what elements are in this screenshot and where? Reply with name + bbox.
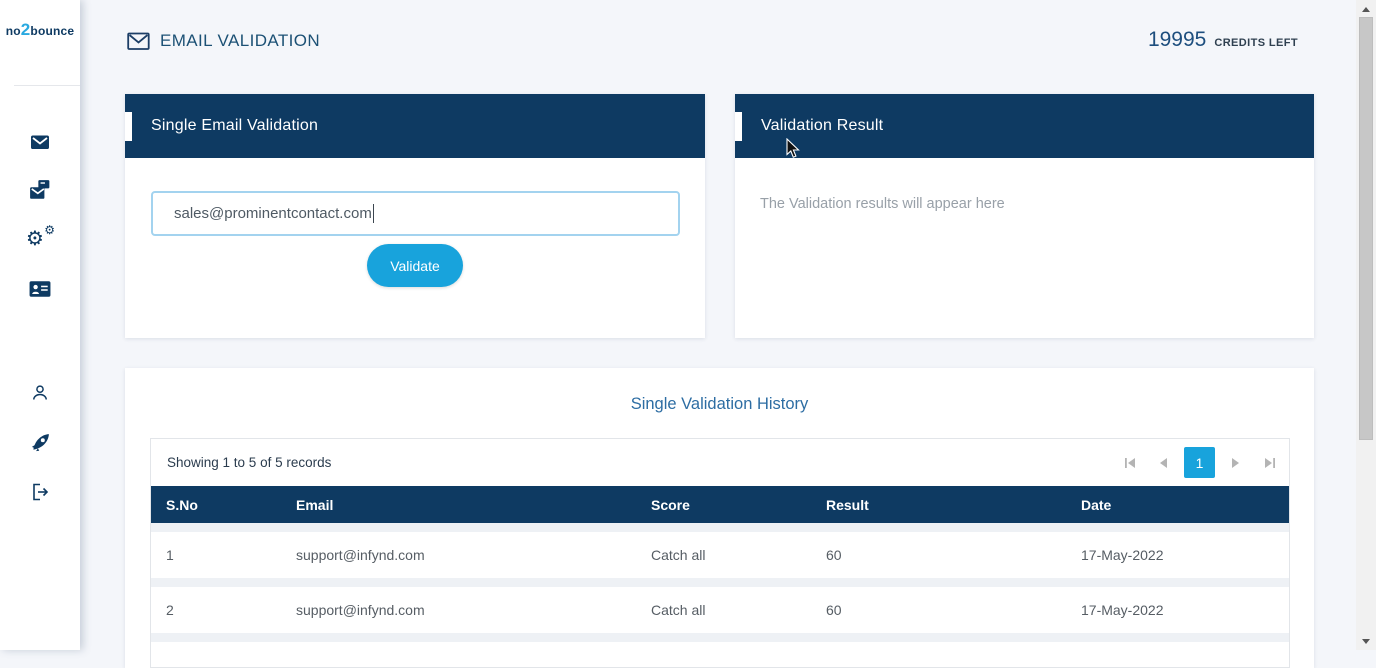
last-page-icon	[1264, 457, 1275, 468]
cell-sno: 1	[166, 547, 174, 563]
column-header-result: Result	[826, 496, 869, 513]
email-validation-icon	[29, 132, 51, 152]
cell-score: Catch all	[651, 547, 706, 563]
previous-page-icon	[1160, 457, 1167, 468]
current-page-button[interactable]: 1	[1184, 447, 1215, 478]
previous-page-button[interactable]	[1151, 451, 1175, 475]
last-page-button[interactable]	[1257, 451, 1281, 475]
sidebar-item-upgrade[interactable]	[0, 425, 80, 459]
next-page-button[interactable]	[1224, 451, 1248, 475]
bulk-validation-icon	[29, 179, 51, 201]
history-title: Single Validation History	[630, 395, 809, 413]
sidebar-item-logout[interactable]	[0, 475, 80, 509]
cell-result: 60	[826, 547, 842, 563]
cell-sno: 2	[166, 602, 174, 618]
vertical-scrollbar[interactable]	[1356, 0, 1376, 650]
arrow-up-icon	[1362, 6, 1370, 12]
cell-email: support@infynd.com	[296, 602, 425, 618]
sidebar-item-contact-card[interactable]	[0, 272, 80, 306]
sidebar-divider	[14, 85, 80, 86]
contact-card-icon	[29, 280, 51, 298]
validate-button[interactable]: Validate	[367, 244, 463, 287]
email-input[interactable]: sales@prominentcontact.com	[151, 191, 680, 236]
card-notch	[735, 112, 742, 141]
table-toolbar: Showing 1 to 5 of 5 records 1	[151, 439, 1289, 486]
table-row: 1 support@infynd.com Catch all 60 17-May…	[151, 532, 1289, 578]
scroll-up-button[interactable]	[1356, 2, 1376, 16]
email-outline-icon	[127, 32, 150, 51]
email-input-value: sales@prominentcontact.com	[174, 205, 372, 222]
cell-email: support@infynd.com	[296, 547, 425, 563]
column-header-email: Email	[296, 496, 334, 513]
app-logo[interactable]: no2bounce	[5, 20, 75, 39]
column-header-sno: S.No	[166, 496, 198, 513]
validation-result-card: Validation Result The Validation results…	[735, 94, 1314, 338]
text-caret	[372, 204, 374, 223]
first-page-button[interactable]	[1118, 451, 1142, 475]
sidebar-item-email-validation[interactable]	[0, 125, 80, 159]
logout-icon	[30, 482, 50, 502]
records-summary: Showing 1 to 5 of 5 records	[167, 455, 332, 470]
sidebar-item-settings[interactable]: ⚙ ⚙	[0, 222, 80, 256]
single-validation-history-panel: Single Validation History Showing 1 to 5…	[125, 368, 1314, 668]
scrollbar-thumb[interactable]	[1359, 17, 1373, 440]
arrow-down-icon	[1362, 638, 1370, 644]
column-header-score: Score	[651, 496, 690, 513]
sidebar-item-profile[interactable]	[0, 376, 80, 410]
card-notch	[125, 112, 132, 141]
sidebar-item-bulk-validation[interactable]	[0, 173, 80, 207]
cell-date: 17-May-2022	[1081, 547, 1164, 563]
card-header: Single Email Validation	[125, 94, 705, 158]
page-title: EMAIL VALIDATION	[160, 31, 321, 50]
card-title: Validation Result	[761, 117, 884, 134]
table-row: 2 support@infynd.com Catch all 60 17-May…	[151, 587, 1289, 633]
cell-score: Catch all	[651, 602, 706, 618]
single-email-validation-card: Single Email Validation sales@prominentc…	[125, 94, 705, 338]
first-page-icon	[1124, 457, 1135, 468]
row-divider	[151, 578, 1289, 587]
scroll-down-button[interactable]	[1356, 634, 1376, 648]
sidebar: no2bounce ⚙ ⚙	[0, 0, 80, 650]
rocket-icon	[30, 432, 51, 453]
profile-icon	[30, 383, 50, 403]
row-divider	[151, 523, 1289, 532]
column-header-date: Date	[1081, 496, 1112, 513]
credits-value: 19995	[1147, 28, 1207, 51]
table-header-row: S.No Email Score Result Date	[151, 486, 1289, 523]
result-placeholder-text: The Validation results will appear here	[760, 196, 1005, 212]
credits-remaining: 19995 CREDITS LEFT	[1148, 28, 1298, 52]
cell-result: 60	[826, 602, 842, 618]
card-title: Single Email Validation	[151, 117, 319, 134]
pagination: 1	[1118, 439, 1281, 486]
row-divider	[151, 633, 1289, 642]
settings-icon: ⚙ ⚙	[26, 223, 55, 250]
credits-label: CREDITS LEFT	[1214, 37, 1298, 49]
history-table: Showing 1 to 5 of 5 records 1	[150, 438, 1290, 668]
next-page-icon	[1232, 457, 1239, 468]
card-header: Validation Result	[735, 94, 1314, 158]
cell-date: 17-May-2022	[1081, 602, 1164, 618]
